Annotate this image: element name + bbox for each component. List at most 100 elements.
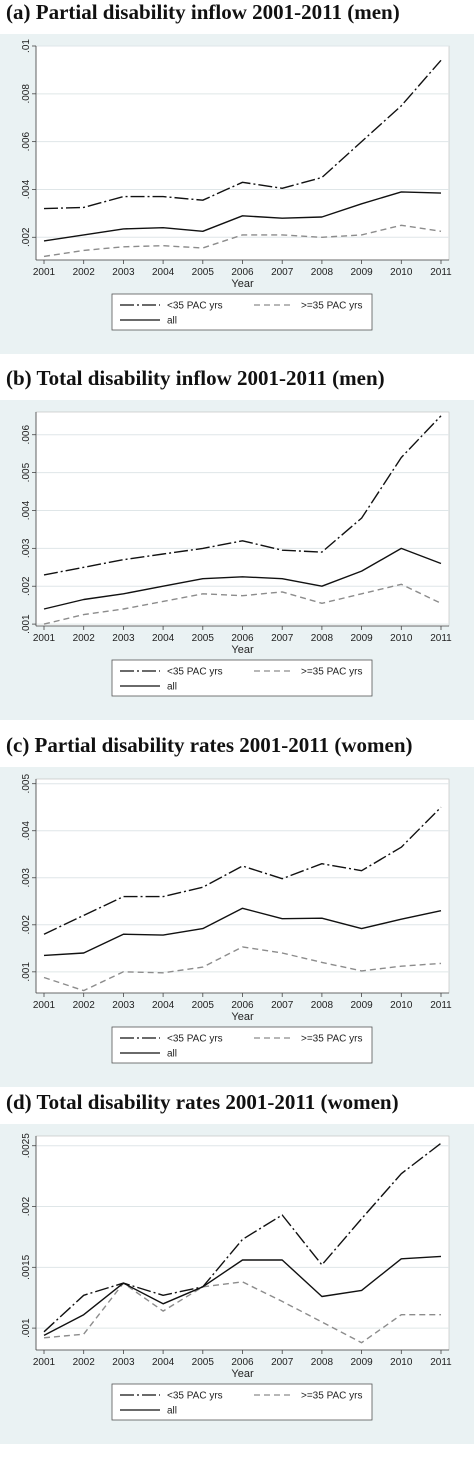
series-line: [43, 59, 442, 210]
series-line: [43, 1142, 442, 1333]
x-tick-label: 2003: [112, 633, 135, 644]
y-tick-label: .001: [21, 1318, 32, 1338]
plot-area: [35, 45, 450, 261]
y-tick-label: .002: [21, 576, 32, 596]
x-tick-label: 2005: [192, 1000, 215, 1011]
series-line: [43, 191, 442, 242]
legend-label: all: [167, 682, 177, 693]
x-axis-title: Year: [231, 644, 254, 656]
x-tick-label: 2004: [152, 633, 175, 644]
chart-title: (b) Total disability inflow 2001-2011 (m…: [6, 366, 385, 390]
x-tick-label: 2007: [271, 1000, 294, 1011]
y-tick-label: .006: [21, 425, 32, 445]
x-tick-label: 2007: [271, 1357, 294, 1368]
x-tick-label: 2006: [231, 267, 254, 278]
x-tick-label: 2010: [390, 1357, 413, 1368]
legend-label: all: [167, 1049, 177, 1060]
chart-panel-c: (c) Partial disability rates 2001-2011 (…: [0, 733, 474, 1087]
x-tick-label: 2010: [390, 267, 413, 278]
x-tick-label: 2011: [430, 1357, 452, 1368]
x-tick-label: 2001: [33, 267, 56, 278]
legend-label: <35 PAC yrs: [167, 1034, 223, 1045]
x-tick-label: 2004: [152, 267, 175, 278]
x-tick-label: 2006: [231, 1000, 254, 1011]
x-tick-label: 2002: [73, 267, 96, 278]
x-tick-label: 2001: [33, 1357, 56, 1368]
y-tick-label: .002: [21, 915, 32, 935]
y-tick-label: .002: [21, 1196, 32, 1216]
legend-label: >=35 PAC yrs: [301, 1034, 363, 1045]
y-tick-label: .0025: [21, 1133, 32, 1158]
x-tick-label: 2005: [192, 1357, 215, 1368]
x-axis-title: Year: [231, 1011, 254, 1023]
y-tick-label: .005: [21, 462, 32, 482]
y-tick-label: .001: [21, 614, 32, 634]
y-tick-label: .0015: [21, 1254, 32, 1279]
legend-label: >=35 PAC yrs: [301, 667, 363, 678]
series-line: [43, 547, 442, 610]
y-tick-label: .008: [21, 84, 32, 104]
y-tick-label: .004: [21, 179, 32, 199]
legend-label: >=35 PAC yrs: [301, 301, 363, 312]
x-tick-label: 2007: [271, 267, 294, 278]
y-tick-label: .01: [21, 39, 32, 53]
series-line: [43, 946, 442, 992]
plot-area: [35, 778, 450, 994]
x-axis-title: Year: [231, 1368, 254, 1380]
legend-label: all: [167, 1406, 177, 1417]
series-line: [43, 1255, 442, 1337]
y-tick-label: .004: [21, 500, 32, 520]
legend-label: all: [167, 316, 177, 327]
series-line: [43, 224, 442, 258]
plot-area: [35, 1135, 450, 1351]
x-tick-label: 2005: [192, 633, 215, 644]
chart-title: (a) Partial disability inflow 2001-2011 …: [6, 0, 400, 24]
x-tick-label: 2011: [430, 633, 452, 644]
chart-title: (d) Total disability rates 2001-2011 (wo…: [6, 1090, 399, 1114]
legend-label: <35 PAC yrs: [167, 1391, 223, 1402]
legend-box: [111, 293, 373, 331]
x-tick-label: 2002: [73, 1000, 96, 1011]
x-tick-label: 2001: [33, 633, 56, 644]
legend-box: [111, 1383, 373, 1421]
chart-svg: .002 .004 .006 .008 .01 2001 2002 2003 2004 2005 2…: [0, 34, 474, 354]
legend-label: <35 PAC yrs: [167, 301, 223, 312]
x-tick-label: 2003: [112, 1000, 135, 1011]
x-tick-label: 2001: [33, 1000, 56, 1011]
chart-panel-b: (b) Total disability inflow 2001-2011 (m…: [0, 366, 474, 720]
chart-panel-d: (d) Total disability rates 2001-2011 (wo…: [0, 1090, 474, 1444]
x-axis-title: Year: [231, 278, 254, 290]
x-tick-label: 2009: [350, 267, 373, 278]
x-tick-label: 2006: [231, 633, 254, 644]
x-tick-label: 2010: [390, 1000, 413, 1011]
chart-title: (c) Partial disability rates 2001-2011 (…: [6, 733, 413, 757]
y-tick-label: .006: [21, 131, 32, 151]
x-tick-label: 2007: [271, 633, 294, 644]
x-tick-label: 2008: [311, 633, 334, 644]
legend-box: [111, 1026, 373, 1064]
x-tick-label: 2004: [152, 1000, 175, 1011]
plot-area: [35, 411, 450, 627]
x-tick-label: 2009: [350, 633, 373, 644]
x-tick-label: 2010: [390, 633, 413, 644]
x-tick-label: 2002: [73, 633, 96, 644]
y-tick-label: .001: [21, 962, 32, 982]
x-tick-label: 2003: [112, 1357, 135, 1368]
y-tick-label: .003: [21, 868, 32, 888]
y-tick-label: .004: [21, 821, 32, 841]
x-tick-label: 2009: [350, 1357, 373, 1368]
x-tick-label: 2008: [311, 267, 334, 278]
y-tick-label: .005: [21, 774, 32, 794]
series-line: [43, 583, 442, 625]
y-tick-label: .002: [21, 227, 32, 247]
legend-label: >=35 PAC yrs: [301, 1391, 363, 1402]
series-line: [43, 415, 442, 576]
x-tick-label: 2005: [192, 267, 215, 278]
chart-panel-a: (a) Partial disability inflow 2001-2011 …: [0, 0, 474, 354]
series-line: [43, 806, 442, 935]
legend-label: <35 PAC yrs: [167, 667, 223, 678]
y-tick-label: .003: [21, 538, 32, 558]
x-tick-label: 2008: [311, 1000, 334, 1011]
x-tick-label: 2003: [112, 267, 135, 278]
x-tick-label: 2009: [350, 1000, 373, 1011]
